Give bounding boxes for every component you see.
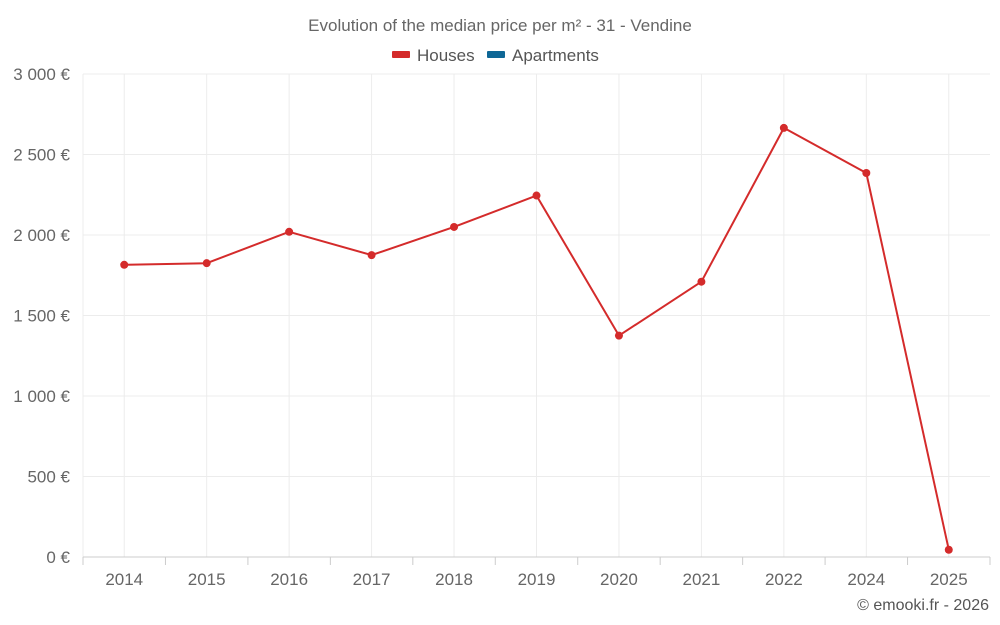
legend-item-apartments[interactable]: Apartments xyxy=(487,46,599,65)
x-tick-label: 2017 xyxy=(353,570,391,589)
series-layer xyxy=(120,123,953,554)
x-tick-label: 2021 xyxy=(682,570,720,589)
data-point-houses-2015[interactable] xyxy=(202,259,211,268)
y-tick-label: 3 000 € xyxy=(13,65,70,84)
data-point-houses-2021[interactable] xyxy=(697,277,706,286)
y-tick-label: 2 000 € xyxy=(13,226,70,245)
legend-item-houses[interactable]: Houses xyxy=(392,46,475,65)
data-point-houses-2016[interactable] xyxy=(285,227,294,236)
grid xyxy=(82,73,990,557)
x-tick-label: 2019 xyxy=(518,570,556,589)
data-point-houses-2022[interactable] xyxy=(779,123,788,132)
x-tick-label: 2014 xyxy=(105,570,143,589)
legend-label-houses: Houses xyxy=(417,46,475,65)
legend-swatch-apartments xyxy=(487,51,505,58)
x-tick-label: 2025 xyxy=(930,570,968,589)
y-tick-label: 0 € xyxy=(46,548,70,567)
x-tick-label: 2024 xyxy=(847,570,885,589)
chart-title: Evolution of the median price per m² - 3… xyxy=(308,16,692,35)
data-point-houses-2025[interactable] xyxy=(944,545,953,554)
legend-label-apartments: Apartments xyxy=(512,46,599,65)
x-tick-label: 2018 xyxy=(435,570,473,589)
data-point-houses-2024[interactable] xyxy=(862,169,871,178)
data-point-houses-2018[interactable] xyxy=(450,222,459,231)
axes: 0 € 500 € 1 000 € 1 500 € 2 000 € 2 500 € 3 00… xyxy=(13,65,991,589)
credit-text: © emooki.fr - 2026 xyxy=(857,597,989,614)
data-point-houses-2019[interactable] xyxy=(532,191,541,200)
y-tick-label: 2 500 € xyxy=(13,146,70,165)
y-tick-label: 1 500 € xyxy=(13,307,70,326)
x-tick-label: 2016 xyxy=(270,570,308,589)
data-point-houses-2020[interactable] xyxy=(614,331,623,340)
data-point-houses-2014[interactable] xyxy=(120,260,129,269)
legend: Houses Apartments xyxy=(392,46,599,65)
data-point-houses-2017[interactable] xyxy=(367,251,376,260)
x-tick-label: 2020 xyxy=(600,570,638,589)
x-tick-label: 2022 xyxy=(765,570,803,589)
x-tick-label: 2015 xyxy=(188,570,226,589)
y-tick-label: 1 000 € xyxy=(13,387,70,406)
legend-swatch-houses xyxy=(392,51,410,58)
y-tick-label: 500 € xyxy=(27,468,70,487)
